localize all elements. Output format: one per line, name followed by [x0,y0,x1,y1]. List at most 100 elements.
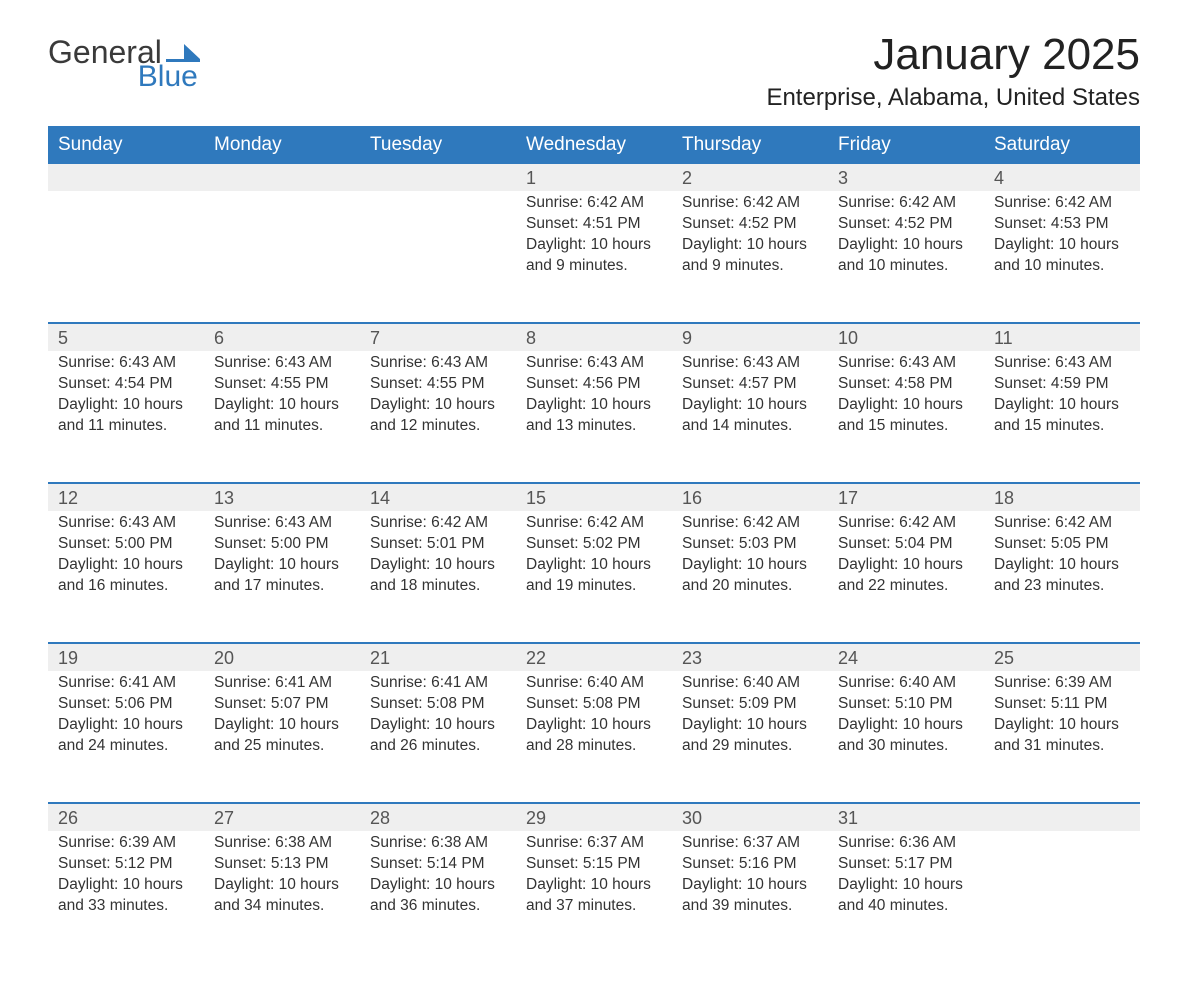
day-number: 17 [828,484,984,511]
sunrise-line: Sunrise: 6:43 AM [838,353,974,374]
sunrise-line: Sunrise: 6:43 AM [994,353,1130,374]
daylight-line: Daylight: 10 hours and 28 minutes. [526,715,662,757]
day-number: 1 [516,164,672,191]
daylight-line: Daylight: 10 hours and 24 minutes. [58,715,194,757]
sunrise-line: Sunrise: 6:42 AM [370,513,506,534]
sunset-line: Sunset: 4:52 PM [682,214,818,235]
weekday-header: Friday [828,126,984,164]
sunset-line: Sunset: 5:01 PM [370,534,506,555]
day-cell: Sunrise: 6:40 AMSunset: 5:09 PMDaylight:… [672,671,828,771]
day-cell: Sunrise: 6:42 AMSunset: 5:01 PMDaylight:… [360,511,516,611]
sunset-line: Sunset: 4:51 PM [526,214,662,235]
day-cell: Sunrise: 6:43 AMSunset: 4:56 PMDaylight:… [516,351,672,451]
sunrise-line: Sunrise: 6:40 AM [526,673,662,694]
sunrise-line: Sunrise: 6:41 AM [370,673,506,694]
sunset-line: Sunset: 4:55 PM [370,374,506,395]
day-cell: Sunrise: 6:41 AMSunset: 5:07 PMDaylight:… [204,671,360,771]
sunrise-line: Sunrise: 6:43 AM [214,513,350,534]
daylight-line: Daylight: 10 hours and 10 minutes. [838,235,974,277]
day-cell: Sunrise: 6:37 AMSunset: 5:16 PMDaylight:… [672,831,828,931]
sunset-line: Sunset: 5:08 PM [526,694,662,715]
sunrise-line: Sunrise: 6:42 AM [838,193,974,214]
weekday-header: Tuesday [360,126,516,164]
day-number: 29 [516,804,672,831]
daylight-line: Daylight: 10 hours and 18 minutes. [370,555,506,597]
day-cell: Sunrise: 6:42 AMSunset: 4:52 PMDaylight:… [828,191,984,291]
sunrise-line: Sunrise: 6:42 AM [526,193,662,214]
daylight-line: Daylight: 10 hours and 37 minutes. [526,875,662,917]
sunrise-line: Sunrise: 6:43 AM [682,353,818,374]
sunrise-line: Sunrise: 6:43 AM [370,353,506,374]
weekday-header: Wednesday [516,126,672,164]
daylight-line: Daylight: 10 hours and 29 minutes. [682,715,818,757]
day-number: 6 [204,324,360,351]
day-number: 12 [48,484,204,511]
day-cell [360,191,516,207]
sunset-line: Sunset: 4:58 PM [838,374,974,395]
calendar-table: SundayMondayTuesdayWednesdayThursdayFrid… [48,126,1140,963]
daylight-line: Daylight: 10 hours and 23 minutes. [994,555,1130,597]
sunrise-line: Sunrise: 6:42 AM [994,513,1130,534]
brand-logo: General Blue [48,30,200,92]
sunset-line: Sunset: 5:00 PM [58,534,194,555]
daylight-line: Daylight: 10 hours and 19 minutes. [526,555,662,597]
day-cell: Sunrise: 6:39 AMSunset: 5:11 PMDaylight:… [984,671,1140,771]
day-number: 24 [828,644,984,671]
sunset-line: Sunset: 4:59 PM [994,374,1130,395]
day-cell: Sunrise: 6:40 AMSunset: 5:10 PMDaylight:… [828,671,984,771]
day-number: 5 [48,324,204,351]
daylight-line: Daylight: 10 hours and 33 minutes. [58,875,194,917]
day-cell: Sunrise: 6:42 AMSunset: 4:53 PMDaylight:… [984,191,1140,291]
day-number: 19 [48,644,204,671]
daylight-line: Daylight: 10 hours and 9 minutes. [526,235,662,277]
day-number: 4 [984,164,1140,191]
daylight-line: Daylight: 10 hours and 20 minutes. [682,555,818,597]
sunrise-line: Sunrise: 6:42 AM [682,513,818,534]
sunrise-line: Sunrise: 6:40 AM [838,673,974,694]
sunrise-line: Sunrise: 6:37 AM [682,833,818,854]
sunset-line: Sunset: 5:00 PM [214,534,350,555]
day-number [48,164,204,170]
day-number: 10 [828,324,984,351]
day-number: 9 [672,324,828,351]
day-cell: Sunrise: 6:42 AMSunset: 5:03 PMDaylight:… [672,511,828,611]
daylight-line: Daylight: 10 hours and 15 minutes. [838,395,974,437]
sunrise-line: Sunrise: 6:43 AM [58,353,194,374]
day-number [204,164,360,170]
daylight-line: Daylight: 10 hours and 26 minutes. [370,715,506,757]
sunset-line: Sunset: 5:17 PM [838,854,974,875]
day-cell: Sunrise: 6:42 AMSunset: 5:02 PMDaylight:… [516,511,672,611]
day-cell: Sunrise: 6:43 AMSunset: 5:00 PMDaylight:… [48,511,204,611]
sunrise-line: Sunrise: 6:43 AM [58,513,194,534]
day-cell: Sunrise: 6:39 AMSunset: 5:12 PMDaylight:… [48,831,204,931]
day-number [360,164,516,170]
day-number: 20 [204,644,360,671]
sunset-line: Sunset: 5:13 PM [214,854,350,875]
sunset-line: Sunset: 5:08 PM [370,694,506,715]
sunset-line: Sunset: 5:11 PM [994,694,1130,715]
day-number: 2 [672,164,828,191]
day-cell: Sunrise: 6:43 AMSunset: 4:55 PMDaylight:… [204,351,360,451]
day-cell: Sunrise: 6:42 AMSunset: 4:51 PMDaylight:… [516,191,672,291]
day-cell: Sunrise: 6:37 AMSunset: 5:15 PMDaylight:… [516,831,672,931]
sunset-line: Sunset: 5:03 PM [682,534,818,555]
sunrise-line: Sunrise: 6:43 AM [526,353,662,374]
daylight-line: Daylight: 10 hours and 11 minutes. [58,395,194,437]
sunset-line: Sunset: 5:16 PM [682,854,818,875]
daylight-line: Daylight: 10 hours and 14 minutes. [682,395,818,437]
daylight-line: Daylight: 10 hours and 9 minutes. [682,235,818,277]
sunset-line: Sunset: 4:55 PM [214,374,350,395]
day-number: 8 [516,324,672,351]
daylight-line: Daylight: 10 hours and 31 minutes. [994,715,1130,757]
sunset-line: Sunset: 5:04 PM [838,534,974,555]
day-number: 15 [516,484,672,511]
daylight-line: Daylight: 10 hours and 16 minutes. [58,555,194,597]
sunrise-line: Sunrise: 6:36 AM [838,833,974,854]
sunset-line: Sunset: 5:09 PM [682,694,818,715]
day-number: 21 [360,644,516,671]
title-block: January 2025 Enterprise, Alabama, United… [766,30,1140,126]
day-number: 26 [48,804,204,831]
sunset-line: Sunset: 4:56 PM [526,374,662,395]
day-number: 28 [360,804,516,831]
weekday-header: Thursday [672,126,828,164]
